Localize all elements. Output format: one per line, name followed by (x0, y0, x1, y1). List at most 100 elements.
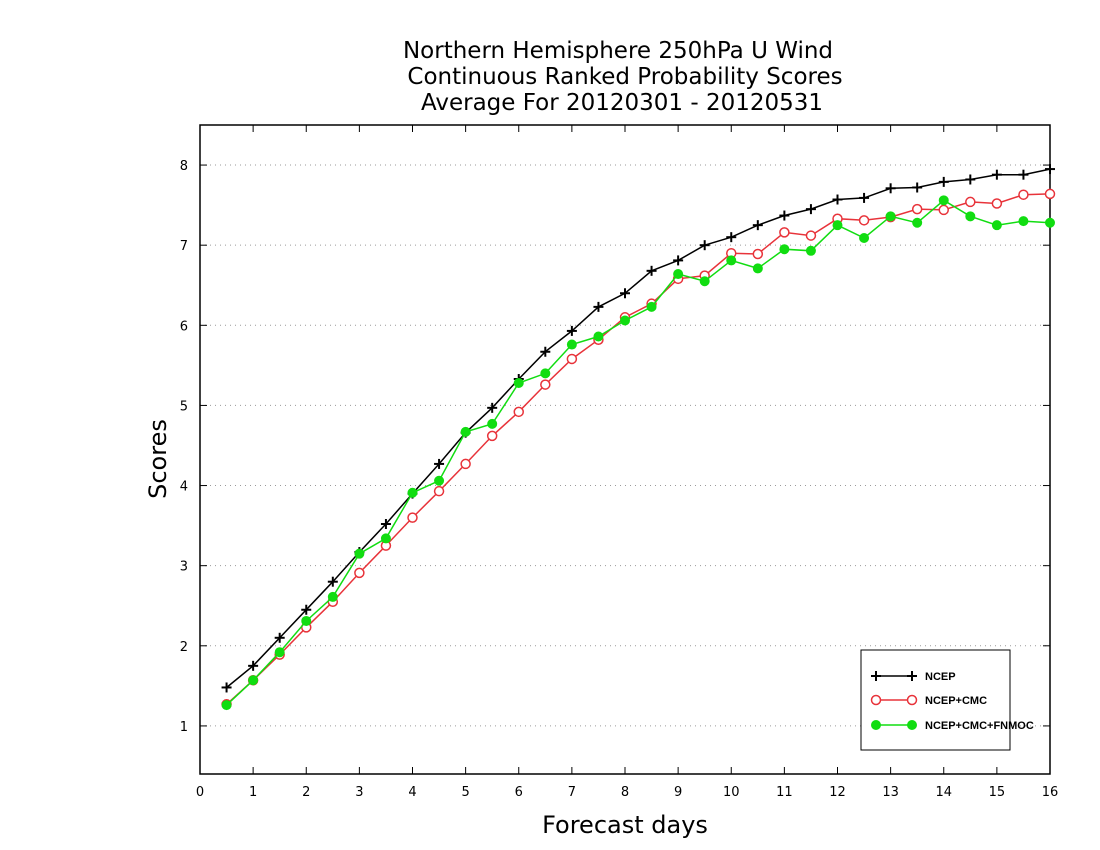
series-ncep-cmc-fnmoc (221, 195, 1055, 711)
data-point (938, 204, 949, 216)
data-point (593, 301, 604, 312)
data-point (566, 325, 577, 336)
data-point (911, 203, 923, 215)
data-point (1018, 189, 1029, 200)
data-point (991, 198, 1003, 209)
y-tick-label: 2 (180, 640, 188, 655)
x-tick-label: 2 (302, 785, 310, 800)
legend-label: NCEP+CMC+FNMOC (925, 720, 1034, 732)
data-point (354, 548, 365, 559)
series-lines (221, 164, 1056, 711)
data-point (513, 377, 524, 388)
data-point (540, 368, 551, 379)
title-line-1: Northern Hemisphere 250hPa U Wind (403, 38, 833, 64)
data-point (779, 244, 790, 255)
data-point (1044, 188, 1056, 200)
x-tick-label: 5 (461, 785, 469, 800)
data-point (805, 245, 816, 256)
data-point (566, 353, 578, 365)
y-tick-label: 7 (180, 239, 188, 254)
data-point (274, 632, 285, 643)
data-point (699, 240, 710, 251)
gridlines (200, 164, 1050, 727)
data-point (699, 276, 710, 287)
data-point (407, 487, 418, 498)
title-line-3: Average For 20120301 - 20120531 (421, 90, 823, 116)
data-point (938, 176, 949, 187)
title-line-2: Continuous Ranked Probability Scores (407, 64, 842, 90)
y-tick-label: 8 (180, 159, 188, 174)
data-point (221, 700, 232, 711)
y-tick-label: 5 (180, 399, 188, 414)
data-point (673, 255, 684, 266)
data-point (566, 339, 577, 350)
x-tick-label: 14 (935, 785, 952, 800)
y-axis-label: Scores (144, 419, 172, 499)
series-line (226, 193, 1051, 705)
data-point (301, 615, 312, 626)
data-point (593, 331, 604, 342)
data-point (434, 475, 445, 486)
data-point (1018, 216, 1029, 227)
series-line (226, 199, 1051, 706)
legend-items: NCEP NCEP+CMC NCEP+CMC+FNMOC (870, 671, 1034, 732)
data-point (327, 591, 338, 602)
data-point (885, 211, 896, 222)
legend-marker (870, 694, 882, 706)
x-tick-label: 8 (621, 785, 629, 800)
x-tick-label: 9 (674, 785, 682, 800)
data-point (380, 519, 391, 530)
legend-label: NCEP (925, 671, 956, 683)
data-point (646, 265, 657, 276)
data-point (407, 512, 418, 523)
data-point (858, 215, 870, 226)
x-tick-label: 1 (249, 785, 257, 800)
data-point (752, 248, 764, 260)
data-point (248, 660, 259, 671)
data-point (991, 169, 1002, 180)
data-point (779, 227, 790, 238)
data-point (805, 204, 816, 215)
data-point (620, 315, 630, 326)
data-point (486, 430, 498, 442)
data-point (248, 675, 259, 686)
data-point (912, 182, 923, 193)
data-point (991, 220, 1002, 231)
legend-marker (906, 694, 918, 706)
data-point (1045, 217, 1055, 228)
series-line (226, 168, 1051, 689)
data-point (380, 533, 391, 544)
data-point (460, 458, 471, 470)
legend-marker (907, 671, 917, 681)
data-point (487, 418, 498, 429)
data-point (859, 232, 870, 243)
data-point (912, 217, 923, 228)
legend-item: NCEP+CMC+FNMOC (871, 720, 1034, 732)
data-point (726, 255, 737, 266)
data-point (779, 210, 790, 221)
x-axis-label: Forecast days (542, 811, 708, 839)
x-tick-label: 11 (776, 785, 793, 800)
data-point (274, 647, 285, 658)
data-point (752, 220, 763, 231)
data-point (221, 682, 232, 693)
data-point (938, 195, 949, 206)
data-point (540, 346, 551, 357)
series-ncep-cmc (221, 188, 1056, 710)
data-point (646, 301, 657, 312)
data-point (433, 485, 445, 497)
legend-marker (871, 671, 881, 681)
series-ncep (221, 164, 1055, 693)
x-tick-label: 10 (723, 785, 740, 800)
legend-label: NCEP+CMC (925, 695, 987, 707)
data-point (965, 211, 976, 222)
y-tick-label: 1 (180, 720, 188, 735)
data-point (832, 220, 843, 231)
x-tick-label: 16 (1042, 785, 1059, 800)
data-point (673, 269, 684, 280)
x-tick-label: 12 (829, 785, 846, 800)
data-point (805, 230, 817, 241)
data-point (513, 406, 524, 418)
data-point (1045, 164, 1055, 175)
legend-item: NCEP (871, 671, 956, 683)
